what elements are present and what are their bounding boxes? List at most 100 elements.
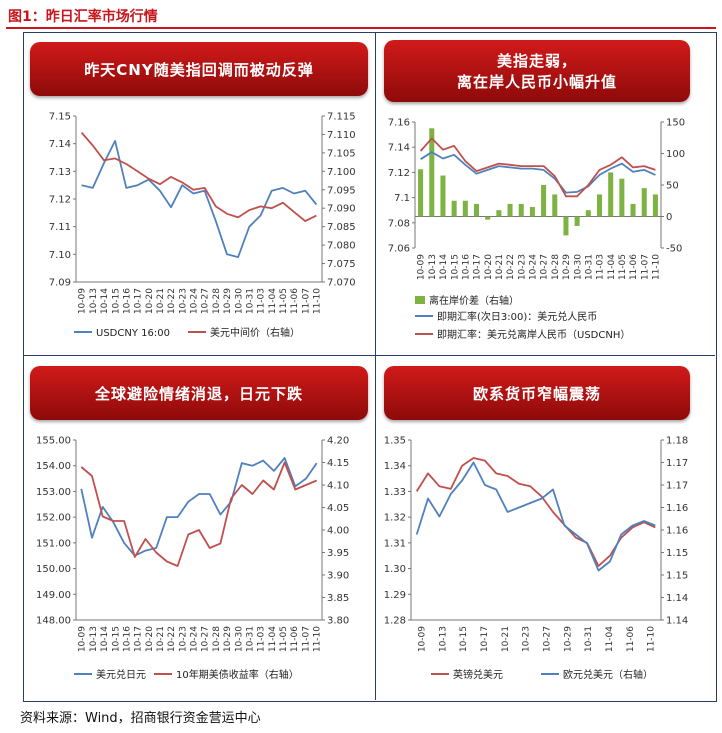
vertical-divider	[375, 32, 376, 700]
x-tick-label: 11-10	[647, 626, 657, 652]
x-tick-label: 11-05	[279, 288, 289, 314]
x-tick-label: 10-21	[156, 626, 166, 652]
x-tick-label: 11-04	[607, 254, 617, 280]
left-tick-label: 148.00	[36, 616, 71, 627]
right-tick-label: 3.85	[327, 593, 349, 604]
x-tick-label: 10-15	[450, 254, 460, 280]
series-line-1	[80, 461, 318, 567]
left-tick-label: 1.32	[384, 513, 406, 524]
x-tick-label: 10-15	[459, 626, 469, 652]
left-tick-label: 7.09	[49, 278, 71, 289]
panel1-title: 昨天CNY随美指回调而被动反弹	[84, 60, 314, 79]
x-tick-label: 10-09	[418, 626, 428, 652]
left-tick-label: 151.00	[36, 538, 71, 549]
chart-euro: 1.35 1.34 1.33 1.32 1.31 1.30 1.29 1.28 1.18 1.17…	[384, 436, 689, 682]
left-tick-label: 1.31	[384, 538, 406, 549]
left-tick-label: 1.34	[384, 461, 406, 472]
bar-spread	[496, 210, 502, 217]
x-tick-label: 10-23	[517, 254, 527, 280]
x-tick-label: 10-14	[439, 254, 449, 280]
panel3-banner: 全球避险情绪消退，日元下跌	[30, 366, 368, 420]
x-tick-label: 10-23	[178, 288, 188, 314]
x-tick-label: 11-05	[279, 626, 289, 652]
bar-spread	[552, 194, 558, 217]
right-tick-label: 1.15	[666, 548, 688, 559]
bar-spread	[630, 203, 636, 217]
right-tick-label: 3.90	[327, 571, 349, 582]
legend-label: 美元兑日元	[96, 668, 146, 681]
panel4-title: 欧系货币窄幅震荡	[472, 384, 601, 403]
x-tick-label: 10-09	[417, 254, 427, 280]
right-tick-label: 1.16	[666, 503, 688, 514]
bar-spread	[518, 203, 524, 217]
x-tick-label: 11-07	[640, 254, 650, 280]
bar-spread	[507, 203, 513, 217]
left-tick-label: 7.12	[49, 195, 71, 206]
x-tick-label: 10-27	[201, 626, 211, 652]
right-tick-label: 50	[666, 181, 679, 192]
x-tick-label: 10-17	[480, 626, 490, 652]
x-tick-label: 11-07	[301, 288, 311, 314]
x-tick-label: 10-22	[506, 254, 516, 280]
x-tick-label: 10-16	[122, 288, 132, 314]
right-tick-label: 4.05	[327, 503, 349, 514]
right-tick-label: 0	[666, 212, 672, 223]
right-tick-label: 1.15	[666, 571, 688, 582]
title-underline	[6, 27, 716, 29]
right-tick-label: 4.15	[327, 458, 349, 469]
series-line-0	[415, 457, 656, 567]
right-tick-label: 1.18	[666, 436, 688, 447]
panel2-subtitle: 离在岸人民币小幅升值	[456, 73, 617, 91]
right-tick-label: 1.16	[666, 526, 688, 537]
right-tick-label: 7.110	[327, 130, 356, 141]
series-line-1	[419, 137, 656, 198]
source-note: 资料来源：Wind，招商银行资金营运中心	[20, 711, 261, 726]
legend-label: USDCNY 16:00	[96, 328, 170, 339]
legend-label: 即期汇率：美元兑离岸人民币（USDCNH）	[437, 328, 630, 341]
bar-spread	[641, 188, 647, 217]
series-line-0	[80, 457, 318, 557]
right-tick-label: 100	[666, 149, 685, 160]
x-tick-label: 10-20	[145, 288, 155, 314]
x-tick-label: 10-27	[201, 288, 211, 314]
x-tick-label: 11-05	[618, 254, 628, 280]
right-tick-label: 7.080	[327, 241, 356, 252]
left-tick-label: 7.12	[388, 168, 410, 179]
left-tick-label: 149.00	[36, 590, 71, 601]
x-tick-label: 10-21	[495, 254, 505, 280]
x-tick-label: 10-30	[573, 254, 583, 280]
bar-spread	[619, 178, 625, 217]
x-tick-label: 10-16	[122, 626, 132, 652]
left-tick-label: 7.06	[388, 244, 410, 255]
right-tick-label: 7.100	[327, 167, 356, 178]
series-line-0	[81, 140, 318, 259]
right-tick-label: 7.075	[327, 259, 356, 270]
bar-spread	[574, 216, 580, 226]
x-tick-label: 11-06	[629, 254, 639, 280]
bar-spread	[462, 200, 468, 217]
x-tick-label: 10-24	[190, 626, 200, 652]
figure-title: 图1：昨日汇率市场行情	[8, 9, 158, 25]
legend-label: 离在岸价差（右轴）	[429, 294, 519, 307]
left-tick-label: 1.28	[384, 616, 406, 627]
x-tick-label: 10-31	[584, 626, 594, 652]
legend-label: 10年期美债收益率（右轴）	[176, 668, 299, 681]
x-tick-label: 10-31	[245, 288, 255, 314]
left-tick-label: 7.16	[388, 118, 410, 129]
x-tick-label: 10-24	[529, 254, 539, 280]
x-tick-label: 10-31	[245, 626, 255, 652]
right-tick-label: 3.95	[327, 548, 349, 559]
x-tick-label: 10-20	[484, 254, 494, 280]
x-tick-label: 10-28	[212, 626, 222, 652]
x-tick-label: 10-22	[167, 288, 177, 314]
right-tick-label: 7.085	[327, 222, 356, 233]
legend-label: 欧元兑美元（右轴）	[563, 668, 653, 681]
x-tick-label: 10-13	[89, 288, 99, 314]
left-tick-label: 7.08	[388, 218, 410, 229]
x-tick-label: 10-22	[167, 626, 177, 652]
bar-spread	[585, 210, 591, 217]
left-tick-label: 1.33	[384, 487, 406, 498]
right-tick-label: 1.17	[666, 458, 688, 469]
x-tick-label: 11-10	[313, 288, 323, 314]
chart-usdcnh: 7.16 7.14 7.12 7.1 7.08 7.06 150 100 50 0 -50 10-09…	[388, 118, 685, 342]
